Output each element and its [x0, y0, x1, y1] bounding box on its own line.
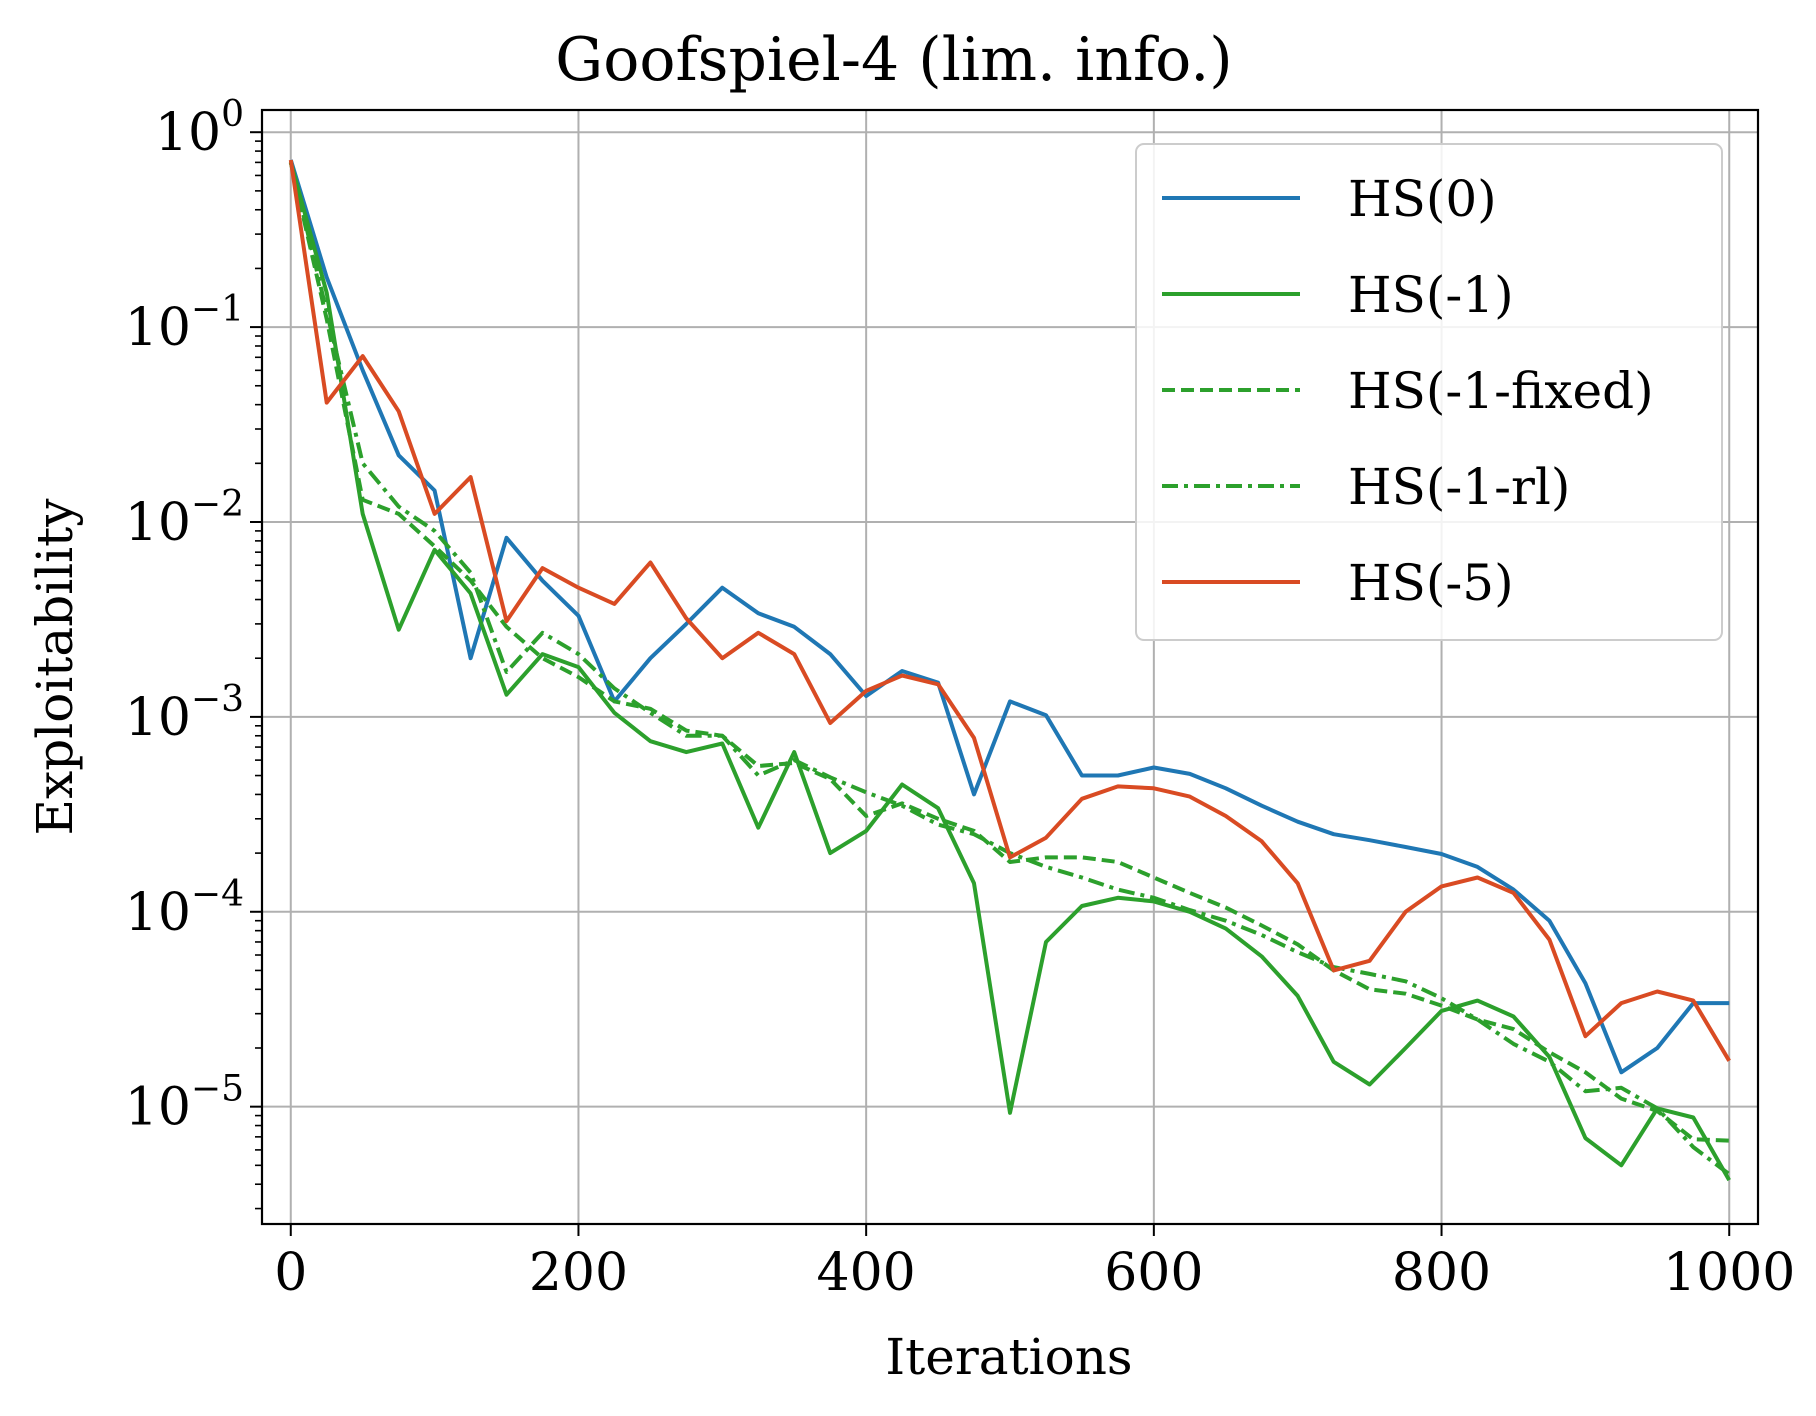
x-tick-label: 400 — [817, 1243, 916, 1303]
y-axis-label: Exploitability — [26, 498, 84, 836]
legend-label-hs-1-fixed: HS(-1-fixed) — [1348, 362, 1654, 420]
series-layer — [288, 159, 1731, 1182]
legend-label-hs-0: HS(0) — [1348, 170, 1497, 228]
x-tick-label: 200 — [529, 1243, 628, 1303]
series-line-hs-1 — [288, 161, 1731, 1182]
x-tick-label: 1000 — [1663, 1243, 1795, 1303]
legend-box — [1135, 143, 1723, 641]
legend: HS(0) HS(-1) HS(-1-fixed) HS(-1-rl) HS(-5) — [1135, 143, 1723, 641]
y-tick-label: 10−3 — [125, 679, 244, 748]
y-tick-label: 10−5 — [125, 1069, 244, 1138]
series-line-hs-5 — [288, 159, 1731, 1062]
y-tick-label: 10−2 — [125, 484, 244, 553]
chart-title: Goofspiel-4 (lim. info.) — [555, 25, 1232, 95]
x-tick-label: 800 — [1392, 1243, 1491, 1303]
legend-label-hs-1-rl: HS(-1-rl) — [1348, 458, 1570, 516]
y-axis: 100 10−1 10−2 10−3 10−4 10−5 — [125, 94, 262, 1210]
x-axis: 0 200 400 600 800 1000 — [274, 1224, 1795, 1303]
plot-frame — [260, 108, 1760, 1226]
y-tick-label: 10−1 — [125, 289, 244, 358]
grid — [262, 110, 1758, 1224]
legend-label-hs-1: HS(-1) — [1348, 266, 1514, 324]
legend-label-hs-5: HS(-5) — [1348, 554, 1514, 612]
x-tick-label: 0 — [274, 1243, 307, 1303]
y-tick-label: 10−4 — [125, 874, 244, 943]
series-line-hs-1-fixed — [288, 161, 1730, 1143]
y-tick-label: 100 — [155, 94, 244, 163]
x-tick-label: 600 — [1104, 1243, 1203, 1303]
x-axis-label: Iterations — [885, 1328, 1132, 1386]
series-line-hs-0 — [288, 159, 1730, 1075]
